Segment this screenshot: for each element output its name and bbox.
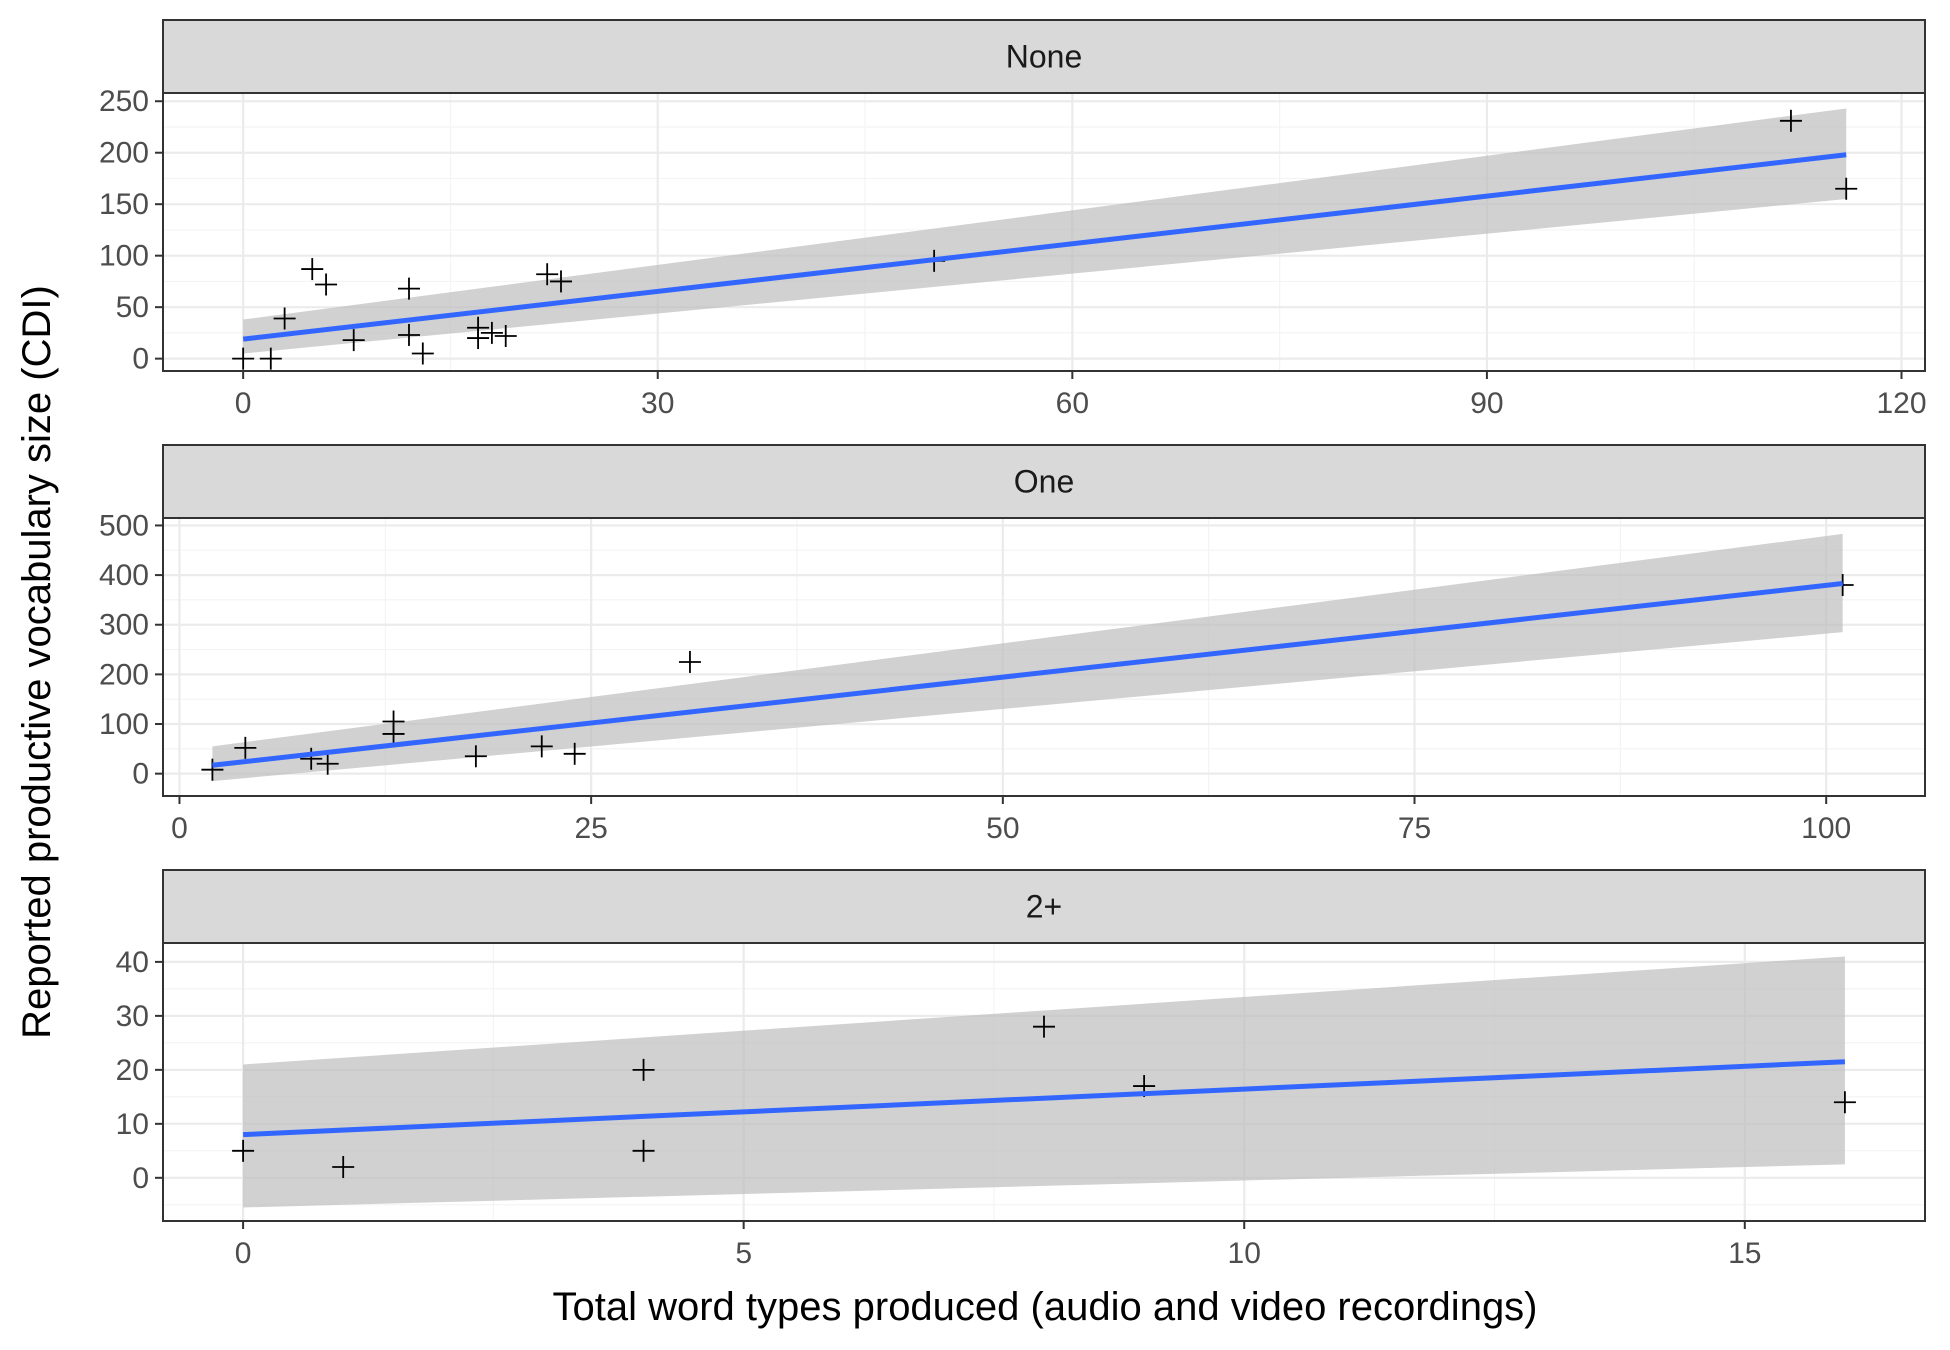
x-tick-label: 100: [1801, 812, 1851, 845]
data-point: [201, 758, 224, 781]
regression-line: [242, 152, 1847, 342]
panel-0: None 0 50 100 150 200 250 0 30 60 90 120: [99, 19, 1927, 420]
data-point: [259, 347, 282, 370]
y-tick-label: 50: [116, 291, 149, 324]
regression-line: [212, 581, 1843, 768]
x-tick-label: 120: [1876, 387, 1926, 420]
x-tick-label: 0: [235, 1237, 252, 1270]
y-tick-label: 100: [99, 240, 149, 273]
x-tick-label: 5: [735, 1237, 752, 1270]
y-tick-label: 0: [132, 758, 149, 791]
panel-border: [162, 942, 1926, 1222]
data-point: [632, 1058, 655, 1081]
data-point: [678, 650, 701, 673]
facet-label: None: [1006, 39, 1083, 75]
y-axis-title: Reported productive vocabulary size (CDI…: [15, 285, 59, 1039]
data-point: [1033, 1015, 1055, 1038]
x-tick-label: 15: [1728, 1237, 1761, 1270]
x-tick-label: 90: [1470, 387, 1503, 420]
data-point: [397, 277, 420, 300]
facet-label: 2+: [1026, 889, 1062, 925]
data-point: [411, 342, 434, 365]
y-tick-label: 20: [116, 1054, 149, 1087]
x-tick-label: 75: [1398, 812, 1431, 845]
y-tick-label: 0: [132, 343, 149, 376]
facet-strip: [162, 19, 1926, 94]
facet-strip: [162, 444, 1926, 519]
y-tick-label: 400: [99, 559, 149, 592]
y-tick-label: 0: [132, 1162, 149, 1195]
data-point: [467, 316, 490, 339]
data-point: [397, 323, 420, 346]
data-point: [530, 735, 553, 758]
data-point: [232, 1139, 255, 1162]
regression-line: [242, 1059, 1846, 1138]
panel-2: 2+ 0 10 20 30 40 0 5 10 15: [116, 869, 1926, 1270]
data-point: [315, 273, 338, 296]
y-tick-label: 300: [99, 609, 149, 642]
data-point: [301, 258, 324, 281]
data-point: [464, 745, 487, 768]
data-point: [232, 347, 255, 370]
data-point: [1833, 1091, 1856, 1114]
data-point: [316, 752, 339, 775]
panel-border: [162, 517, 1926, 797]
data-point: [536, 263, 559, 286]
data-point: [273, 307, 296, 330]
y-tick-label: 30: [116, 1000, 149, 1033]
x-tick-label: 10: [1228, 1237, 1261, 1270]
data-point: [1835, 177, 1858, 200]
y-tick-label: 250: [99, 85, 149, 118]
y-tick-label: 100: [99, 708, 149, 741]
data-point: [563, 742, 586, 765]
y-tick-label: 150: [99, 188, 149, 221]
data-point: [550, 270, 573, 293]
x-tick-label: 30: [641, 387, 674, 420]
data-point: [332, 1156, 355, 1179]
data-point: [1779, 109, 1802, 132]
y-tick-label: 200: [99, 658, 149, 691]
panel-border: [162, 92, 1926, 372]
x-tick-label: 0: [235, 387, 252, 420]
panel-1: One 0 100 200 300 400 500 0 25 50 75 100: [99, 444, 1926, 845]
data-point: [480, 321, 503, 344]
data-point: [300, 747, 323, 770]
y-tick-label: 500: [99, 509, 149, 542]
data-point: [342, 329, 365, 352]
data-point: [234, 736, 257, 759]
y-tick-label: 10: [116, 1108, 149, 1141]
x-tick-label: 50: [986, 812, 1019, 845]
y-tick-label: 40: [116, 946, 149, 979]
data-point: [632, 1139, 655, 1162]
x-tick-label: 60: [1056, 387, 1089, 420]
x-axis-title: Total word types produced (audio and vid…: [552, 1285, 1537, 1329]
x-tick-label: 0: [171, 812, 188, 845]
y-tick-label: 200: [99, 137, 149, 170]
x-tick-label: 25: [574, 812, 607, 845]
data-point: [382, 722, 405, 745]
facet-label: One: [1014, 464, 1074, 500]
data-point: [494, 324, 517, 347]
